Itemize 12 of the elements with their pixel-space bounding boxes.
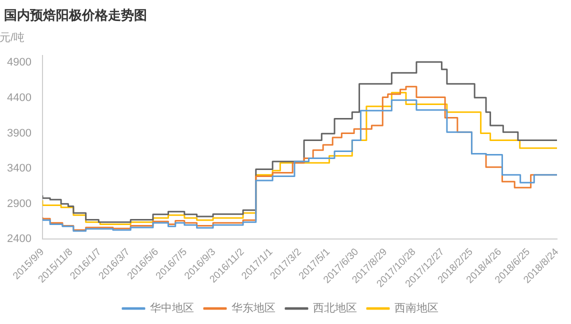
y-tick-label: 2900 [6, 198, 32, 210]
chart-title: 国内预焙阳极价格走势图 [4, 7, 147, 22]
legend-label: 华中地区 [150, 302, 194, 315]
legend-label: 西北地区 [313, 302, 357, 315]
y-axis-title: 元/吨 [0, 31, 25, 44]
y-tick-label: 2400 [6, 233, 32, 246]
legend-label: 西南地区 [394, 302, 438, 315]
y-tick-label: 3900 [6, 127, 32, 140]
y-tick-label: 4400 [6, 92, 32, 104]
y-tick-label: 3400 [6, 162, 32, 175]
y-tick-label: 4900 [6, 56, 32, 69]
legend-label: 华东地区 [232, 302, 276, 315]
